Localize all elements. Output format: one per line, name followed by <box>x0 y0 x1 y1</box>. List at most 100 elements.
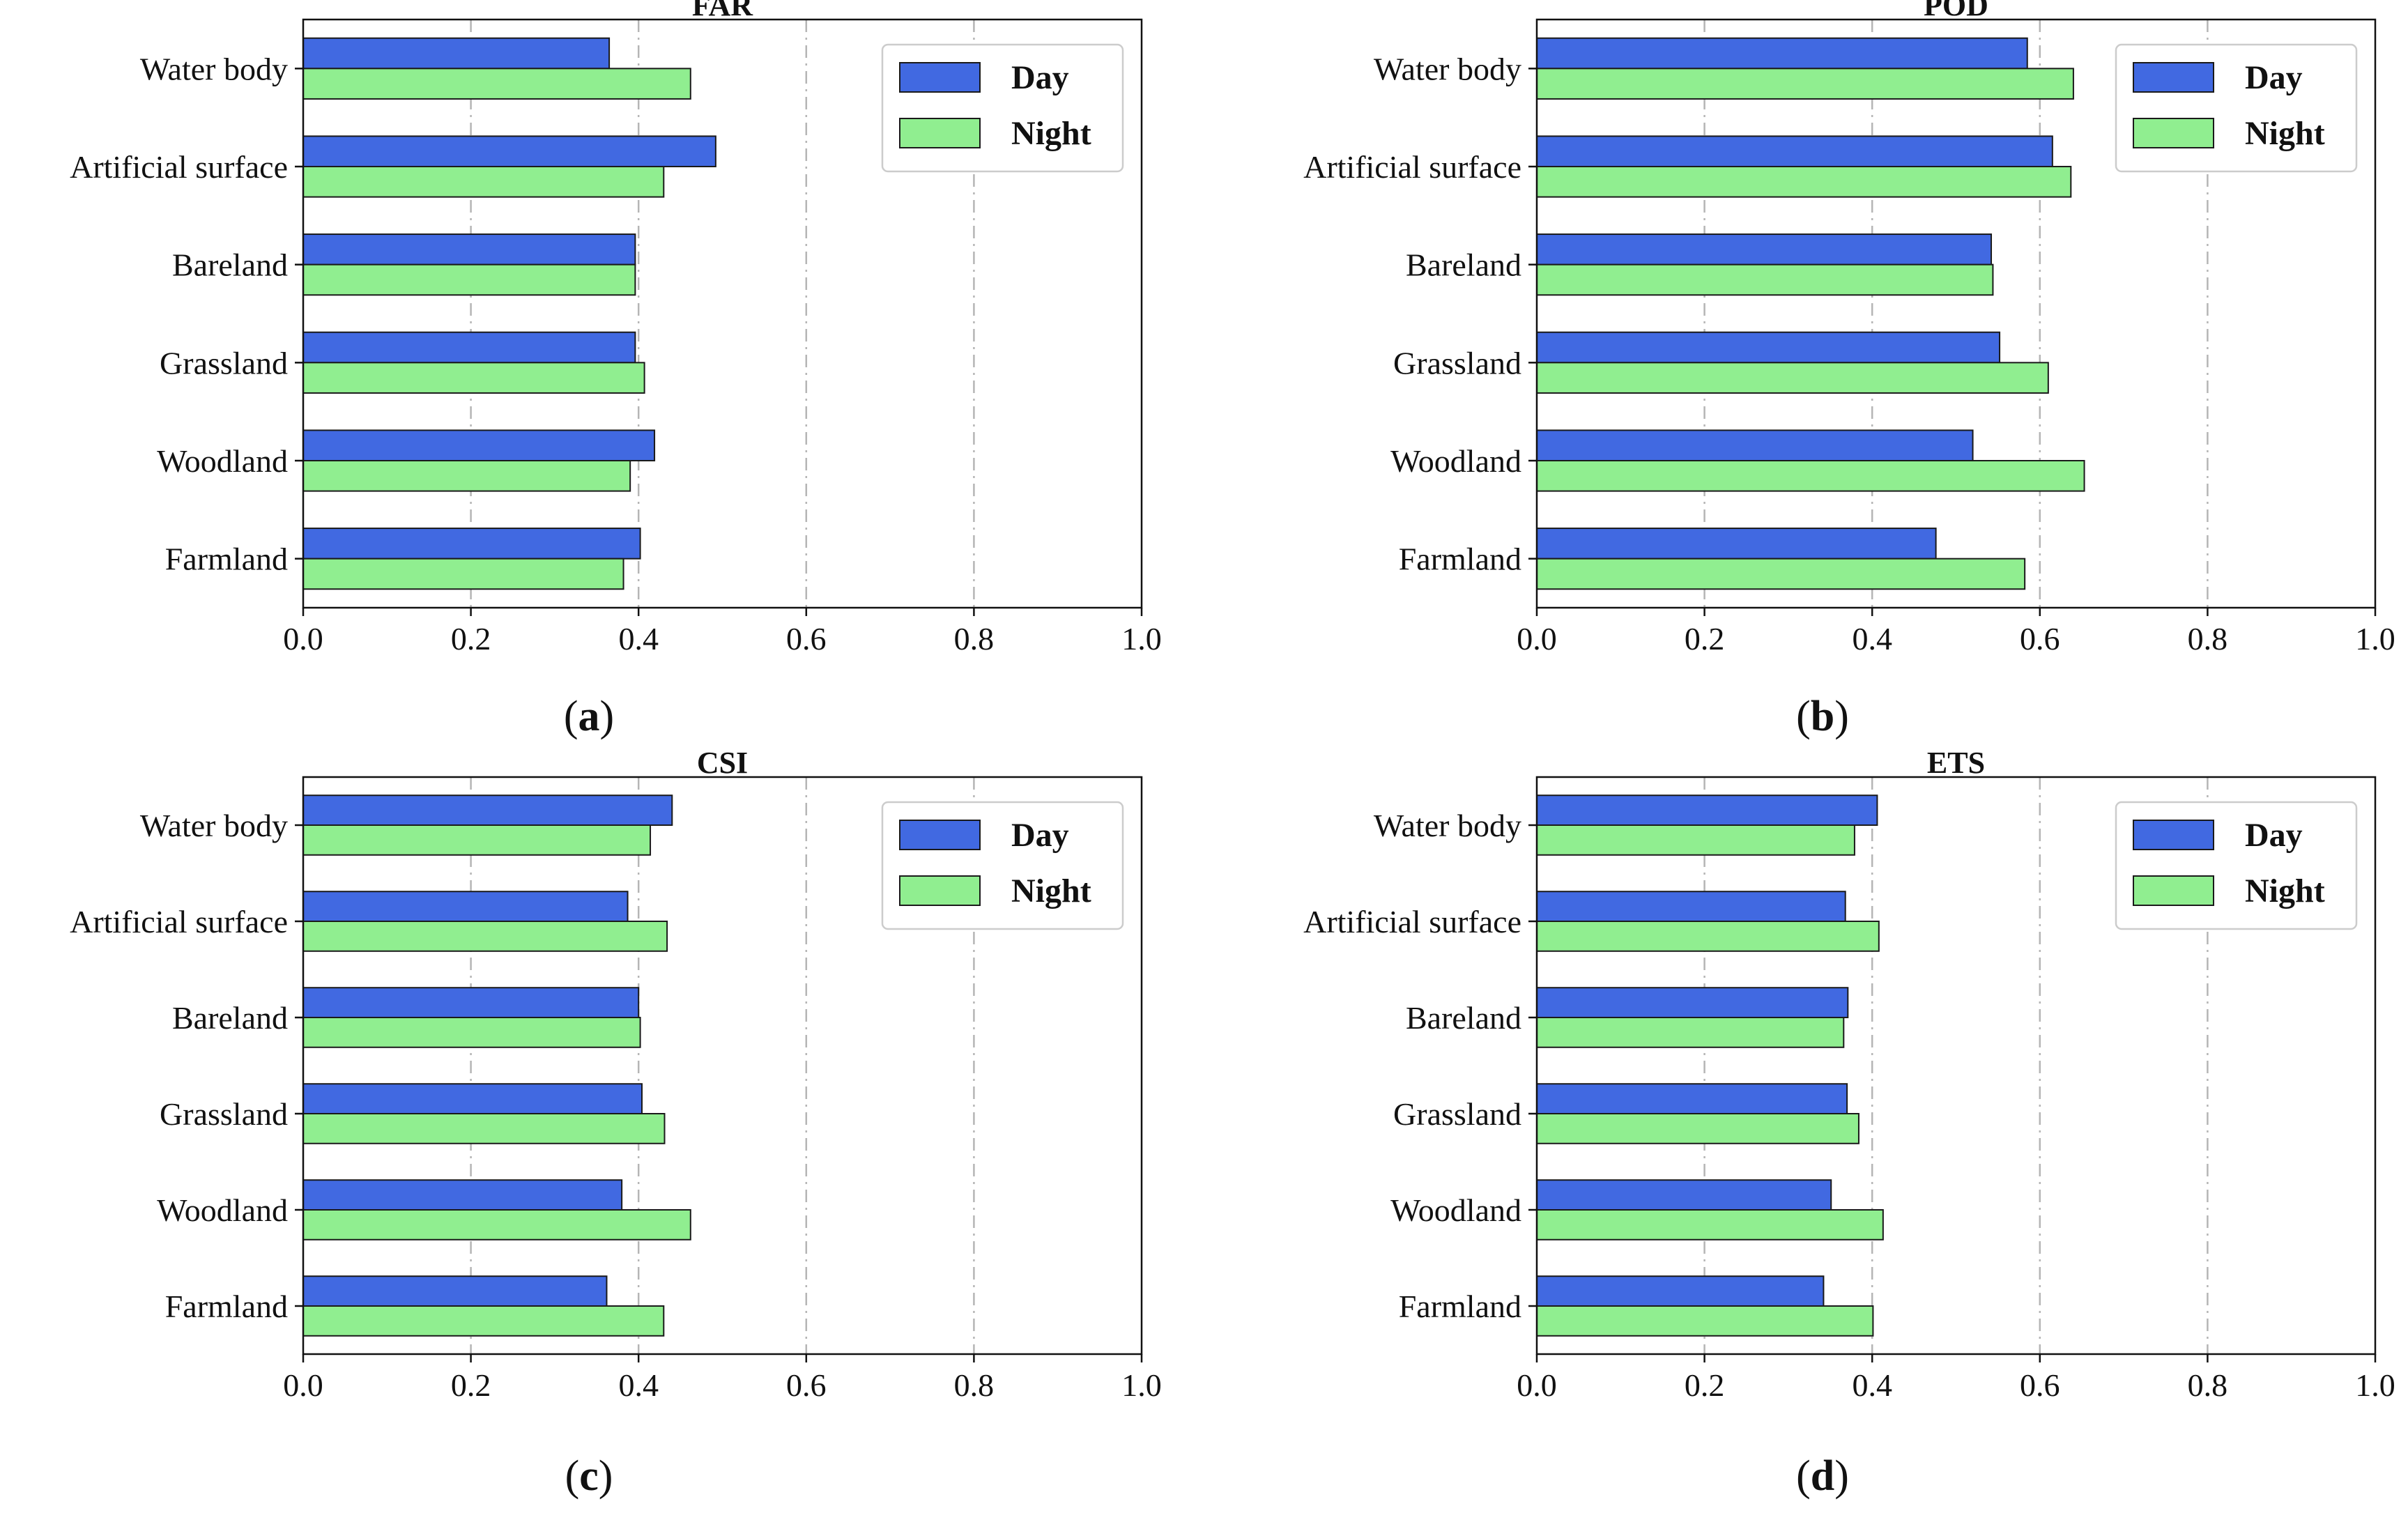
bar-day-woodland <box>302 1179 623 1211</box>
legend: Day Night <box>2115 801 2358 930</box>
category-label: Bareland <box>172 1000 288 1036</box>
axes-frame <box>1535 776 2377 1355</box>
legend-label-day: Day <box>2245 817 2303 854</box>
bar-day-woodland <box>1536 429 1974 461</box>
bar-day-bareland <box>302 987 640 1018</box>
category-label: Water body <box>1374 808 1521 843</box>
category-label: Artificial surface <box>1303 149 1521 185</box>
panel-caption: (d) <box>1796 1452 1849 1500</box>
legend-label-day: Day <box>1011 59 1069 96</box>
x-tick-label: 1.0 <box>1121 621 1162 656</box>
bar-night-bareland <box>1536 1017 1845 1048</box>
bar-night-artificial-surface <box>302 166 665 198</box>
legend-label-night: Night <box>2245 873 2325 909</box>
category-label: Artificial surface <box>70 904 288 939</box>
category-label: Grassland <box>160 345 288 381</box>
bar-day-water-body <box>1536 37 2028 70</box>
bar-night-bareland <box>1536 263 1994 296</box>
bar-day-farmland <box>302 528 641 560</box>
x-tick-label: 0.8 <box>2188 1367 2228 1403</box>
category-label: Artificial surface <box>1303 904 1521 939</box>
bar-day-artificial-surface <box>302 891 629 922</box>
legend-label-day: Day <box>1011 817 1069 854</box>
bar-night-farmland <box>1536 1305 1874 1337</box>
category-label: Farmland <box>165 1289 288 1324</box>
bar-night-woodland <box>1536 460 2085 492</box>
category-label: Bareland <box>1406 247 1521 283</box>
bar-night-water-body <box>1536 68 2074 100</box>
x-tick-label: 1.0 <box>1121 1367 1162 1403</box>
axes-frame <box>302 776 1143 1355</box>
bar-day-farmland <box>1536 528 1937 560</box>
chart-c: Water body Artificial surface Bareland Gras… <box>70 746 1162 1500</box>
legend-swatch-day <box>899 62 981 93</box>
x-tick-label: 0.0 <box>1517 621 1557 656</box>
x-tick-label: 0.8 <box>2188 621 2228 656</box>
bar-night-artificial-surface <box>1536 921 1880 952</box>
legend-swatch-night <box>2133 875 2214 906</box>
legend: Day Night <box>881 801 1124 930</box>
bar-night-woodland <box>1536 1209 1884 1241</box>
axes-frame <box>1535 18 2377 609</box>
legend-label-day: Day <box>2245 59 2303 96</box>
legend-swatch-day <box>899 820 981 850</box>
panel-letter: b <box>1811 693 1834 740</box>
bar-day-woodland <box>1536 1179 1832 1211</box>
category-label: Woodland <box>1390 443 1521 479</box>
panel-caption: (a) <box>564 693 614 740</box>
x-tick-label: 0.6 <box>786 1367 827 1403</box>
bar-night-grassland <box>302 1113 666 1144</box>
bar-night-artificial-surface <box>1536 166 2072 198</box>
category-label: Bareland <box>1406 1000 1521 1036</box>
panel-caption: (b) <box>1796 693 1849 740</box>
x-tick-label: 0.2 <box>451 1367 491 1403</box>
chart-d: Water body Artificial surface Bareland Gras… <box>1303 746 2395 1500</box>
category-label: Water body <box>140 808 288 843</box>
axes-frame <box>302 18 1143 609</box>
x-tick-label: 0.4 <box>1852 621 1892 656</box>
x-tick-label: 0.2 <box>451 621 491 656</box>
bar-night-grassland <box>1536 1113 1859 1144</box>
panel-caption: (c) <box>565 1452 613 1500</box>
x-tick-label: 1.0 <box>2355 1367 2395 1403</box>
bar-night-water-body <box>302 68 691 100</box>
category-label: Farmland <box>165 542 288 577</box>
legend: Day Night <box>2115 43 2358 173</box>
bar-day-farmland <box>302 1275 608 1307</box>
category-label: Bareland <box>172 247 288 283</box>
bar-day-bareland <box>1536 233 1993 266</box>
bar-night-farmland <box>302 558 624 590</box>
legend-label-night: Night <box>1011 115 1091 152</box>
bar-day-bareland <box>1536 987 1849 1018</box>
bar-night-woodland <box>302 1209 691 1241</box>
x-tick-label: 0.0 <box>283 1367 323 1403</box>
category-label: Grassland <box>1393 1096 1521 1132</box>
bar-night-grassland <box>1536 362 2049 394</box>
bar-night-bareland <box>302 263 636 296</box>
bar-day-woodland <box>302 429 656 461</box>
category-label: Grassland <box>1393 345 1521 381</box>
bar-day-artificial-surface <box>1536 135 2053 167</box>
category-label: Grassland <box>160 1096 288 1132</box>
x-tick-label: 0.6 <box>2020 621 2060 656</box>
chart-title: ETS <box>1927 746 1985 780</box>
category-label: Artificial surface <box>70 149 288 185</box>
x-tick-label: 0.6 <box>2020 1367 2060 1403</box>
x-tick-label: 0.6 <box>786 621 827 656</box>
bar-day-artificial-surface <box>302 135 716 167</box>
bar-night-grassland <box>302 362 645 394</box>
panel-letter: c <box>579 1452 599 1500</box>
legend-label-night: Night <box>2245 115 2325 152</box>
bar-night-bareland <box>302 1017 641 1048</box>
category-label: Woodland <box>1390 1192 1521 1228</box>
x-tick-label: 0.8 <box>954 621 995 656</box>
bar-day-water-body <box>302 794 673 826</box>
bar-day-farmland <box>1536 1275 1825 1307</box>
x-tick-label: 0.2 <box>1685 1367 1725 1403</box>
bar-day-bareland <box>302 233 636 266</box>
bar-night-water-body <box>302 824 652 856</box>
legend-swatch-night <box>899 875 981 906</box>
chart-title: CSI <box>697 746 748 780</box>
bar-day-grassland <box>302 331 636 364</box>
x-tick-label: 0.4 <box>1852 1367 1892 1403</box>
